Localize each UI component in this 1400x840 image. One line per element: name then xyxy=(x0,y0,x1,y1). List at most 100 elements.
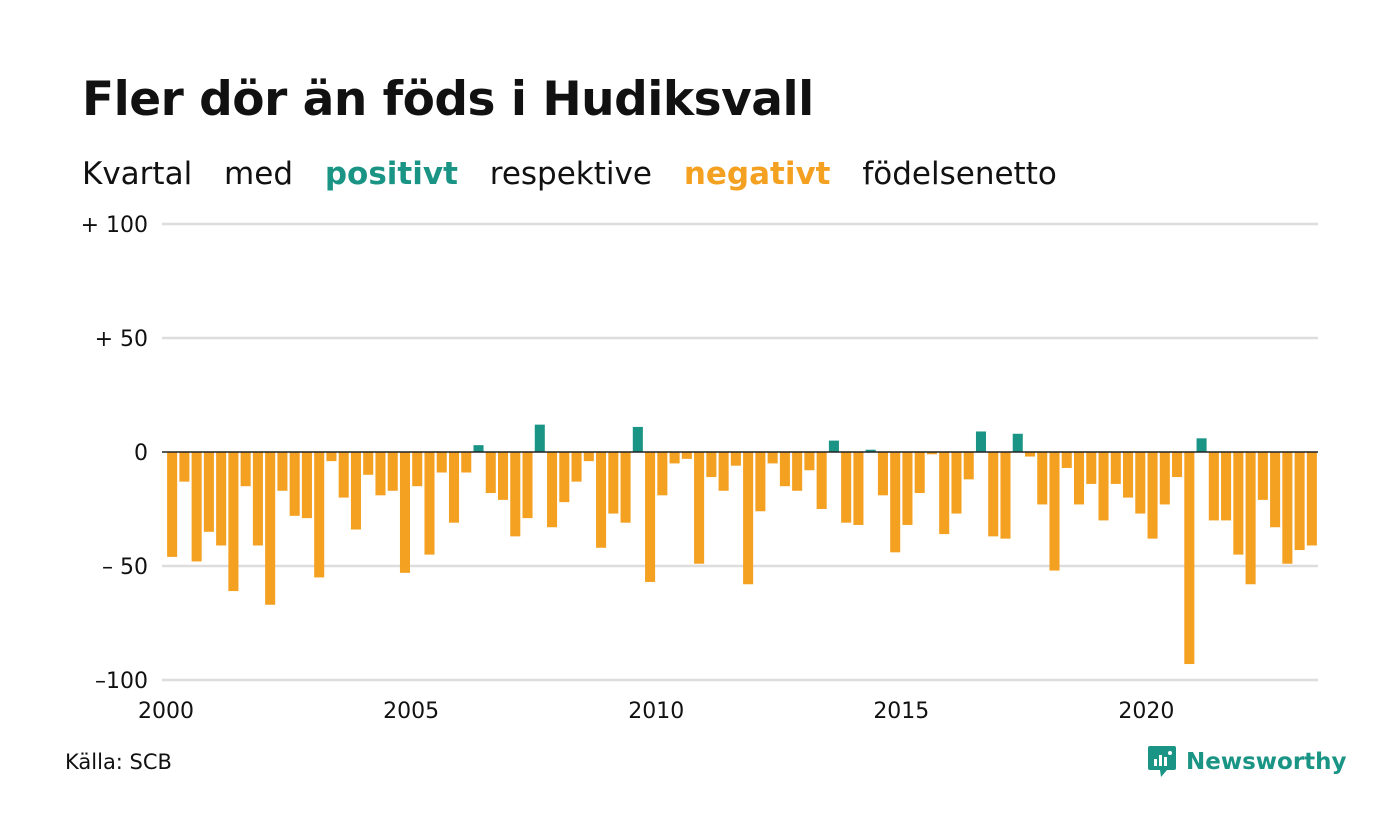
bar xyxy=(706,452,717,478)
bar xyxy=(841,452,852,523)
y-axis-ticks: + 100 + 50 0 – 50 –100 xyxy=(81,213,148,694)
brand-name: Newsworthy xyxy=(1186,749,1347,775)
bar xyxy=(228,452,239,592)
bar xyxy=(1257,452,1268,500)
bar xyxy=(1000,452,1011,539)
brand-logo: Newsworthy xyxy=(1147,744,1347,780)
bar xyxy=(179,452,190,482)
bar xyxy=(743,452,754,585)
bar xyxy=(240,452,251,487)
bar xyxy=(1159,452,1170,505)
bar xyxy=(804,452,815,471)
chart-subtitle: Kvartal med positivt respektive negativt… xyxy=(82,156,1079,192)
y-tick-label: 0 xyxy=(134,441,148,466)
x-tick-label: 2000 xyxy=(138,699,194,724)
bar xyxy=(559,452,570,503)
x-axis-ticks: 2000 2005 2010 2015 2020 xyxy=(138,699,1174,724)
bar xyxy=(853,452,864,525)
bar xyxy=(755,452,766,512)
bar xyxy=(399,452,411,573)
bar xyxy=(657,452,668,496)
bar xyxy=(326,452,337,462)
bar xyxy=(1061,452,1072,468)
bar xyxy=(350,452,361,530)
bar xyxy=(975,431,987,452)
bar xyxy=(1012,433,1023,452)
bar xyxy=(522,452,533,519)
bar xyxy=(730,452,741,466)
subtitle-word: Kvartal xyxy=(82,156,193,192)
bar xyxy=(485,452,496,494)
bar xyxy=(1037,452,1048,505)
bar xyxy=(951,452,962,514)
bar xyxy=(1294,452,1305,551)
y-tick-label: –100 xyxy=(95,669,148,694)
x-tick-label: 2005 xyxy=(383,699,439,724)
bar xyxy=(645,452,656,582)
bar xyxy=(497,452,509,500)
bar xyxy=(620,452,631,523)
bar xyxy=(1049,452,1060,571)
bar xyxy=(1221,452,1232,521)
x-tick-label: 2015 xyxy=(873,699,929,724)
bar xyxy=(1306,452,1317,546)
bar xyxy=(1282,452,1293,564)
bar xyxy=(583,452,594,462)
bar xyxy=(877,452,888,496)
y-tick-label: – 50 xyxy=(102,555,148,580)
y-tick-label: + 100 xyxy=(81,213,148,238)
bar xyxy=(289,452,300,516)
bar xyxy=(448,452,460,523)
bar xyxy=(216,452,227,546)
bar xyxy=(1135,452,1146,514)
bar xyxy=(939,452,950,535)
bar xyxy=(1233,452,1244,555)
bar xyxy=(718,452,729,491)
bar xyxy=(1208,452,1219,521)
bar xyxy=(534,424,545,452)
bar xyxy=(571,452,582,482)
bar xyxy=(191,452,202,562)
bar xyxy=(375,452,386,496)
subtitle-negative-label: negativt xyxy=(683,156,831,192)
bar xyxy=(167,452,178,557)
bar xyxy=(387,452,398,491)
bar xyxy=(473,445,484,452)
bar xyxy=(669,452,680,464)
bar xyxy=(1184,452,1195,665)
bar xyxy=(632,426,643,452)
bar xyxy=(914,452,925,494)
bar xyxy=(301,452,312,519)
subtitle-word: födelsenetto xyxy=(862,156,1057,192)
bar xyxy=(963,452,974,480)
bar xyxy=(1110,452,1121,484)
bar xyxy=(510,452,521,537)
bar xyxy=(792,452,803,491)
bar xyxy=(1270,452,1281,528)
bar xyxy=(265,452,276,605)
bar xyxy=(1172,452,1183,478)
bar xyxy=(363,452,374,475)
bar xyxy=(1024,452,1036,457)
bar xyxy=(1086,452,1097,484)
bar xyxy=(681,452,692,459)
bar xyxy=(890,452,901,553)
bar xyxy=(596,452,607,548)
bar xyxy=(816,452,827,509)
bar xyxy=(1245,452,1256,585)
bar xyxy=(412,452,423,487)
bar xyxy=(1098,452,1109,521)
bar xyxy=(608,452,619,514)
newsworthy-logo-icon xyxy=(1148,746,1176,777)
bar xyxy=(547,452,558,528)
bars xyxy=(167,424,1317,665)
bar xyxy=(338,452,349,498)
bar xyxy=(314,452,325,578)
bar xyxy=(436,452,447,473)
bar xyxy=(461,452,472,473)
bar xyxy=(902,452,913,525)
bar xyxy=(1073,452,1085,505)
bar xyxy=(1123,452,1134,498)
chart-title: Fler dör än föds i Hudiksvall xyxy=(82,72,814,127)
